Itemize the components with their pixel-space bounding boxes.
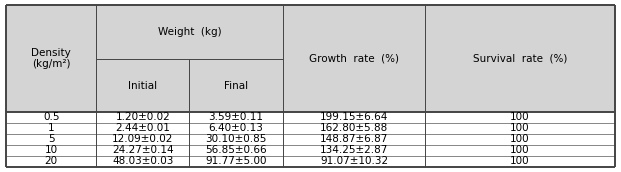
Text: 5: 5 xyxy=(48,134,55,144)
Text: 6.40±0.13: 6.40±0.13 xyxy=(209,123,263,133)
Text: 100: 100 xyxy=(510,123,530,133)
Text: 12.09±0.02: 12.09±0.02 xyxy=(112,134,173,144)
Text: 199.15±6.64: 199.15±6.64 xyxy=(320,112,388,122)
Text: 100: 100 xyxy=(510,112,530,122)
Text: 148.87±6.87: 148.87±6.87 xyxy=(320,134,388,144)
Text: 91.77±5.00: 91.77±5.00 xyxy=(205,156,267,166)
Text: 48.03±0.03: 48.03±0.03 xyxy=(112,156,173,166)
Text: Density
(kg/m²): Density (kg/m²) xyxy=(31,48,71,69)
Text: 2.44±0.01: 2.44±0.01 xyxy=(116,123,170,133)
Text: Survival  rate  (%): Survival rate (%) xyxy=(473,53,567,63)
Text: 20: 20 xyxy=(45,156,58,166)
Text: 100: 100 xyxy=(510,156,530,166)
Text: 10: 10 xyxy=(45,145,58,155)
Text: 134.25±2.87: 134.25±2.87 xyxy=(320,145,388,155)
Bar xyxy=(6,5,615,112)
Text: 3.59±0.11: 3.59±0.11 xyxy=(209,112,263,122)
Text: Weight  (kg): Weight (kg) xyxy=(158,27,221,37)
Text: 24.27±0.14: 24.27±0.14 xyxy=(112,145,174,155)
Text: 100: 100 xyxy=(510,134,530,144)
Text: 91.07±10.32: 91.07±10.32 xyxy=(320,156,388,166)
Text: 30.10±0.85: 30.10±0.85 xyxy=(206,134,266,144)
Text: 56.85±0.66: 56.85±0.66 xyxy=(205,145,267,155)
Text: Growth  rate  (%): Growth rate (%) xyxy=(309,53,399,63)
Text: Final: Final xyxy=(224,80,248,91)
Text: 1.20±0.02: 1.20±0.02 xyxy=(116,112,170,122)
Text: 1: 1 xyxy=(48,123,55,133)
Text: 162.80±5.88: 162.80±5.88 xyxy=(320,123,388,133)
Text: Initial: Initial xyxy=(129,80,157,91)
Text: 100: 100 xyxy=(510,145,530,155)
Text: 0.5: 0.5 xyxy=(43,112,60,122)
